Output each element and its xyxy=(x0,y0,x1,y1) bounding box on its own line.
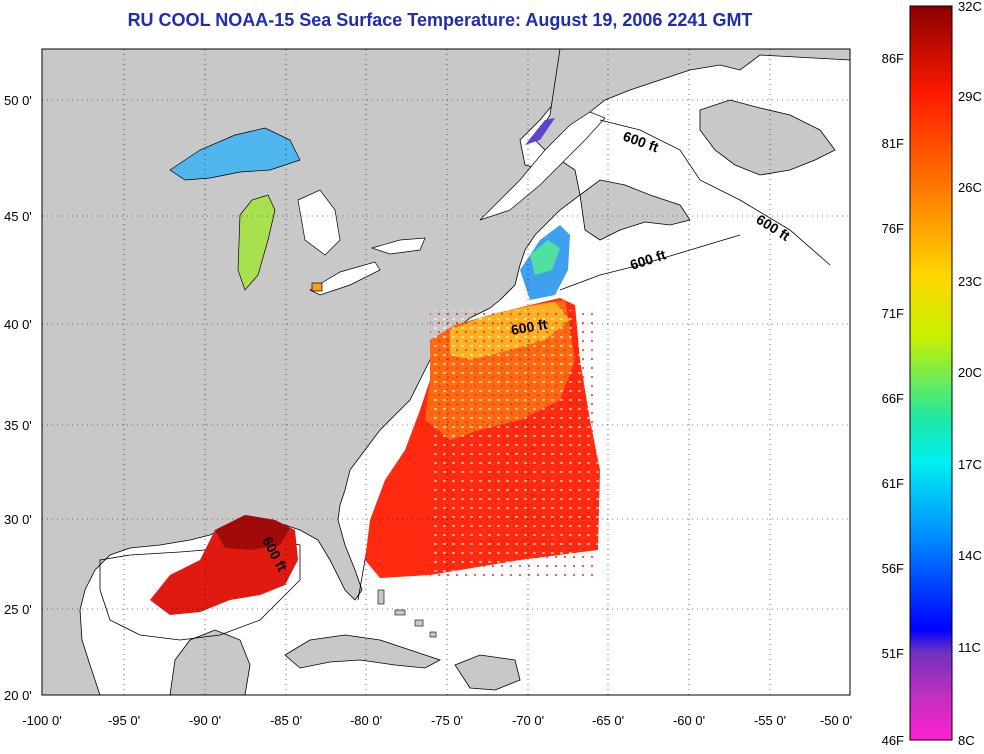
celsius-label: 32C xyxy=(958,0,982,14)
fahrenheit-label: 86F xyxy=(882,51,904,66)
lon-tick: -80 0' xyxy=(350,713,382,728)
longitude-tick-labels: -100 0' -95 0' -90 0' -85 0' -80 0' -75 … xyxy=(22,713,852,728)
contour-label-4: 600 ft xyxy=(510,316,549,338)
lon-tick: -55 0' xyxy=(754,713,786,728)
lat-tick: 50 0' xyxy=(4,93,32,108)
gulf-sst-dark xyxy=(215,515,290,550)
celsius-label: 29C xyxy=(958,89,982,104)
labrador-land xyxy=(534,49,850,151)
celsius-label: 17C xyxy=(958,457,982,472)
celsius-label: 23C xyxy=(958,274,982,289)
latitude-tick-labels: 50 0' 45 0' 40 0' 35 0' 30 0' 25 0' 20 0… xyxy=(4,93,32,703)
yucatan-land xyxy=(169,629,251,695)
fahrenheit-label: 46F xyxy=(882,733,904,748)
north-america-land xyxy=(42,49,581,695)
fahrenheit-label: 56F xyxy=(882,561,904,576)
fahrenheit-label: 66F xyxy=(882,391,904,406)
lon-tick: -70 0' xyxy=(512,713,544,728)
lake-huron xyxy=(297,189,341,256)
lon-tick: -60 0' xyxy=(673,713,705,728)
lat-tick: 40 0' xyxy=(4,317,32,332)
fahrenheit-label: 71F xyxy=(882,306,904,321)
fahrenheit-label: 61F xyxy=(882,476,904,491)
lon-tick: -65 0' xyxy=(592,713,624,728)
fahrenheit-label: 51F xyxy=(882,646,904,661)
celsius-label: 14C xyxy=(958,548,982,563)
cuba-land xyxy=(284,634,442,669)
fahrenheit-label: 76F xyxy=(882,221,904,236)
lat-tick: 25 0' xyxy=(4,602,32,617)
lake-michigan xyxy=(237,194,276,291)
lat-tick: 30 0' xyxy=(4,512,32,527)
fahrenheit-label: 81F xyxy=(882,136,904,151)
st-lawrence-sst xyxy=(525,118,555,145)
lon-tick: -85 0' xyxy=(270,713,302,728)
lon-tick: -50 0' xyxy=(820,713,852,728)
newfoundland-land xyxy=(699,99,836,176)
lon-tick: -75 0' xyxy=(431,713,463,728)
st-lawrence-river xyxy=(479,111,606,221)
lat-tick: 45 0' xyxy=(4,209,32,224)
lat-tick: 20 0' xyxy=(4,688,32,703)
colorbar-celsius-labels: 32C 29C 26C 23C 20C 17C 14C 11C 8C xyxy=(958,0,982,748)
celsius-label: 26C xyxy=(958,180,982,195)
map-frame xyxy=(41,48,851,696)
gulf-of-maine-sst-green xyxy=(530,240,560,275)
lake-erie xyxy=(309,261,381,296)
lon-tick: -90 0' xyxy=(189,713,221,728)
temperature-colorbar: 86F 81F 76F 71F 66F 61F 56F 51F 46F 32C … xyxy=(882,0,982,748)
lon-tick: -100 0' xyxy=(22,713,61,728)
map-plot-area xyxy=(42,49,850,695)
great-lakes xyxy=(169,127,426,296)
celsius-label: 20C xyxy=(958,365,982,380)
lat-tick: 35 0' xyxy=(4,418,32,433)
map-title: RU COOL NOAA-15 Sea Surface Temperature:… xyxy=(127,10,753,30)
colorbar-fahrenheit-labels: 86F 81F 76F 71F 66F 61F 56F 51F 46F xyxy=(882,51,904,748)
lake-superior xyxy=(169,127,301,181)
celsius-label: 11C xyxy=(958,640,981,655)
lon-tick: -95 0' xyxy=(108,713,140,728)
nova-scotia-land xyxy=(579,179,691,241)
hispaniola-land xyxy=(454,654,521,691)
lake-ontario xyxy=(370,237,426,255)
bahamas-islands xyxy=(377,589,437,638)
celsius-label: 8C xyxy=(958,733,975,748)
